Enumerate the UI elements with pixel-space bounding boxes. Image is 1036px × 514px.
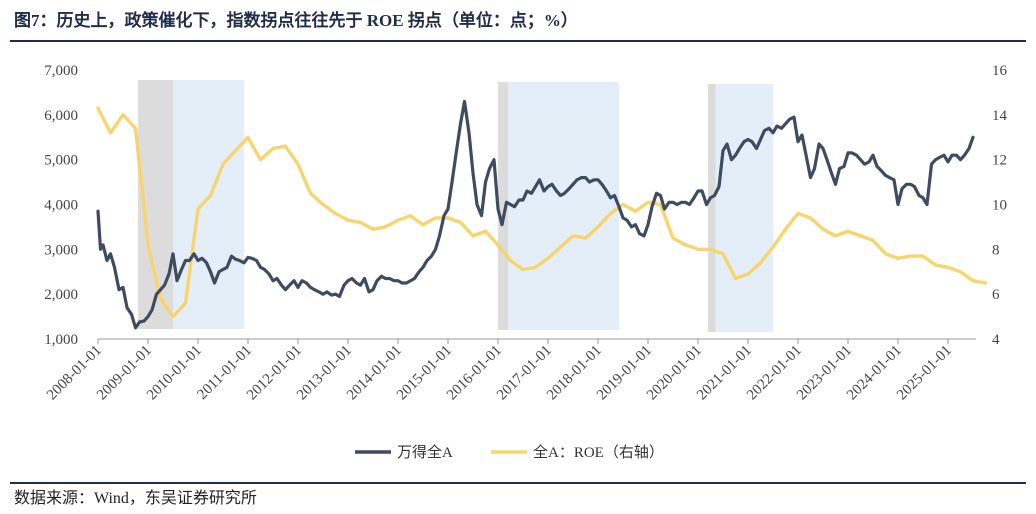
y-left-tick-label: 7,000	[44, 63, 78, 79]
top-rule	[10, 40, 1026, 42]
shaded-period-blue	[173, 80, 244, 329]
y-right-tick-label: 10	[992, 198, 1007, 214]
shaded-period-blue	[508, 82, 619, 330]
y-right-tick-label: 6	[992, 287, 1000, 303]
shaded-periods	[138, 80, 773, 332]
y-left-tick-label: 1,000	[44, 332, 78, 348]
legend-label-index: 万得全A	[397, 443, 453, 461]
bottom-rule	[10, 482, 1026, 484]
axes	[97, 338, 976, 344]
y-right-tick-label: 8	[992, 242, 1000, 258]
figure-title: 图7：历史上，政策催化下，指数拐点往往先于 ROE 拐点（单位：点；%）	[14, 11, 578, 30]
y-left-tick-label: 2,000	[44, 287, 78, 303]
y-right-tick-label: 12	[992, 153, 1007, 169]
shaded-period-gray	[498, 82, 508, 330]
legend: 万得全A 全A：ROE（右轴）	[355, 443, 664, 461]
source-note: 数据来源：Wind，东吴证券研究所	[14, 490, 257, 507]
y-left-tick-label: 4,000	[44, 198, 78, 214]
shaded-period-blue	[715, 84, 773, 332]
series-lines	[96, 99, 988, 330]
series-line-roe	[96, 106, 988, 319]
y-right-tick-label: 16	[992, 63, 1008, 79]
line-chart: 1,000 2,000 3,000 4,000 5,000 6,000 7,000 4 6 8 10…	[44, 63, 1008, 461]
y-left-tick-label: 5,000	[44, 153, 78, 169]
y-left-tick-label: 3,000	[44, 242, 78, 258]
x-tick-label: 2025-01-01	[894, 343, 955, 404]
y-left-tick-label: 6,000	[44, 108, 78, 124]
series-line-index	[96, 99, 975, 330]
y-right-tick-label: 4	[992, 332, 1000, 348]
shaded-period-gray	[708, 84, 716, 332]
y-right-tick-label: 14	[992, 108, 1008, 124]
legend-label-roe: 全A：ROE（右轴）	[533, 443, 664, 461]
